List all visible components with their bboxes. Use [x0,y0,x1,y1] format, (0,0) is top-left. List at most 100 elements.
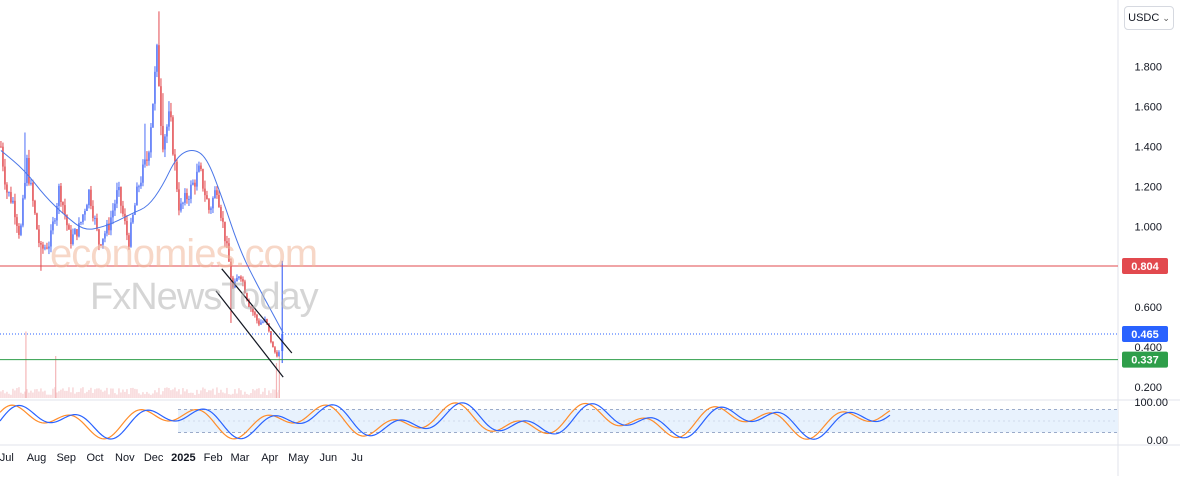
volume-bar [170,390,172,398]
volume-bar [156,392,158,398]
candle-body [216,190,218,196]
x-month-label: Feb [204,452,223,464]
volume-bar [258,388,260,398]
volume-bar [12,388,14,398]
volume-bar [18,387,20,398]
candle-body [218,195,220,208]
candle-body [238,276,240,279]
volume-bar [270,393,272,398]
candle-body [148,152,150,161]
candle-body [222,217,224,222]
volume-bar [6,391,8,398]
candle-body [150,127,152,153]
volume-bar [104,390,106,398]
candle-body [26,158,28,183]
volume-bar [244,391,246,398]
candle-body [138,186,140,188]
volume-bar [100,389,102,398]
volume-bar [68,387,70,398]
candle-body [76,229,78,237]
x-month-label: Oct [86,452,103,464]
candle-body [168,111,170,127]
volume-bar [30,390,32,398]
y-tick-label: 1.000 [1134,222,1162,234]
candle-body [156,45,158,72]
candle-body [190,184,192,199]
volume-bar [14,390,16,398]
volume-bar [174,387,176,398]
volume-bar [152,393,154,398]
currency-selector-button[interactable]: USDC ⌄ [1124,6,1174,30]
candle-body [240,276,242,280]
candle-body [248,299,250,307]
candle-body [46,247,48,249]
volume-bar [128,394,130,398]
candle-body [164,136,166,150]
candle-body [134,205,136,215]
candle-body [246,293,248,300]
candle-body [40,242,42,245]
candle-body [82,214,84,222]
candle-body [12,200,14,203]
volume-bar [182,388,184,398]
price-level-tag [1122,351,1168,368]
candle-body [276,352,278,357]
candle-body [250,306,252,309]
candle-body [54,220,56,222]
volume-bar [10,394,12,398]
y-tick-label: 1.800 [1134,61,1162,73]
candle-body [52,221,54,231]
volume-bar [120,392,122,398]
moving-average-layer [0,150,284,334]
price-levels-layer: 0.804 0.465 0.337 [0,257,1168,368]
stochastic-layer [0,402,1118,440]
x-month-label: Jul [0,452,14,464]
volume-bar [32,392,34,398]
candle-body [16,217,18,226]
candle-body [20,225,22,235]
volume-bar [142,392,144,398]
stochastic-y-tick-label: 0.00 [1147,435,1168,447]
volume-bar [74,393,76,398]
volume-bar [98,388,100,398]
volume-bar [8,393,10,398]
volume-bar [176,391,178,398]
volume-bar [234,389,236,398]
volume-bar [102,391,104,398]
volume-bar [134,388,136,398]
candle-body [154,71,156,104]
currency-label: USDC [1128,12,1160,24]
volume-bar [196,389,198,398]
volume-bar [66,390,68,398]
candle-body [230,261,232,278]
volume-bar [110,388,112,398]
candle-body [72,234,74,244]
volume-bar [36,389,38,398]
candle-body [210,208,212,210]
volume-bar [0,391,2,398]
y-tick-label: 0.600 [1134,302,1162,314]
candle-body [62,202,64,206]
candle-body [166,126,168,137]
volume-bar [162,391,164,398]
candle-body [28,158,30,184]
candle-body [142,164,144,183]
volume-bar [82,387,84,398]
volume-bar [150,394,152,398]
candle-body [260,322,262,325]
volume-bar [40,388,42,398]
volume-bar [24,391,26,398]
candle-body [266,319,268,324]
volume-bar [164,387,166,398]
volume-bar [96,388,98,398]
watermark-economies: economies.com [50,232,318,276]
x-month-label: Ju [351,452,363,464]
volume-bar [86,391,88,398]
volume-bar [64,390,66,398]
volume-spike-bar [55,356,57,398]
candle-body [258,320,260,325]
volume-bar [72,387,74,398]
volume-bar [232,393,234,398]
spike-candle-body [281,333,284,352]
volume-bar [28,392,30,398]
